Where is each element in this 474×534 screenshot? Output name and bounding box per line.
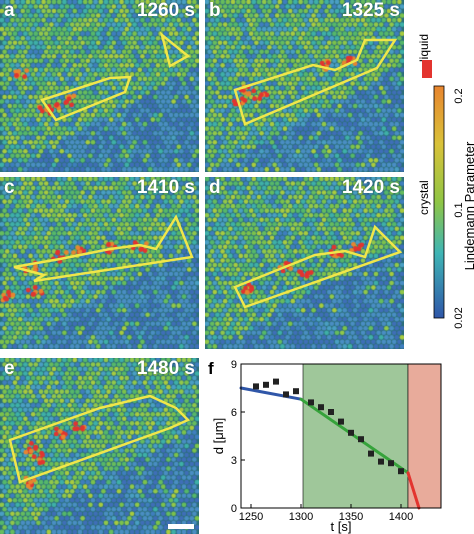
data-point	[263, 381, 269, 388]
time-label: 1480 s	[136, 358, 195, 379]
panel-label: d	[209, 177, 221, 198]
y-tick-label: 9	[231, 359, 237, 371]
particle-field	[0, 0, 199, 172]
panel-label: a	[4, 0, 15, 21]
data-point	[338, 418, 344, 425]
time-label: 1410 s	[136, 177, 195, 198]
data-point	[273, 378, 279, 385]
data-point	[398, 468, 404, 475]
snapshot-panel-d: d 1420 s	[205, 177, 404, 349]
y-tick-label: 6	[231, 407, 237, 419]
colorbar-title: Lindemann Parameter	[462, 141, 474, 270]
colorbar-gradient	[433, 85, 445, 319]
scale-bar	[168, 524, 194, 529]
data-point	[293, 388, 299, 395]
particle-field	[0, 358, 199, 534]
data-point	[253, 383, 259, 390]
colorbar-tick: 0.2	[453, 88, 465, 103]
data-point	[318, 404, 324, 411]
colorbar-tick: 0.02	[453, 307, 465, 328]
snapshot-panel-a: a 1260 s	[0, 0, 199, 172]
liquid-label: liquid	[417, 34, 431, 62]
region-outline	[40, 31, 191, 122]
region-outline	[233, 38, 398, 126]
panel-label: b	[209, 0, 221, 21]
y-tick-label: 0	[231, 503, 237, 515]
snapshot-panel-b: b 1325 s	[205, 0, 404, 172]
region-outline	[233, 224, 403, 309]
liquid-swatch	[422, 60, 432, 78]
colorbar-tick: 0.1	[453, 202, 465, 217]
data-point	[388, 460, 394, 467]
data-point	[283, 391, 289, 398]
x-axis-label: t [s]	[331, 519, 352, 534]
plot-frame	[240, 363, 442, 509]
panel-label-f: f	[208, 359, 214, 378]
x-tick-label: 1350	[339, 511, 363, 523]
fit-line	[239, 386, 303, 401]
time-label: 1325 s	[341, 0, 400, 21]
time-label: 1260 s	[136, 0, 195, 21]
region-outline	[8, 394, 194, 529]
data-point	[308, 399, 314, 406]
particle-field	[205, 0, 404, 172]
snapshot-panel-e: e 1480 s	[0, 358, 199, 534]
colorbar: liquid crystal 0.2 0.1 0.02 Lindemann Pa…	[417, 34, 474, 329]
data-point	[348, 429, 354, 436]
data-point	[328, 409, 334, 415]
crystal-label: crystal	[417, 180, 431, 215]
data-point	[368, 450, 374, 457]
time-label: 1420 s	[341, 177, 400, 198]
data-point	[358, 436, 364, 443]
y-tick-label: 3	[231, 455, 237, 467]
region-outline	[13, 214, 194, 283]
y-axis-label: d [μm]	[211, 418, 226, 454]
snapshot-panel-c: c 1410 s	[0, 177, 199, 349]
panel-label: e	[4, 358, 15, 379]
x-tick-label: 1250	[239, 511, 263, 523]
x-tick-label: 1300	[289, 511, 313, 523]
data-point	[378, 458, 384, 465]
x-tick-label: 1400	[389, 511, 413, 523]
panel-label: c	[4, 177, 15, 198]
fit-line	[406, 471, 421, 510]
chart-f: f 1250 1300 1350 1400 0 3 6 9 t [s] d [μm]	[208, 359, 442, 534]
